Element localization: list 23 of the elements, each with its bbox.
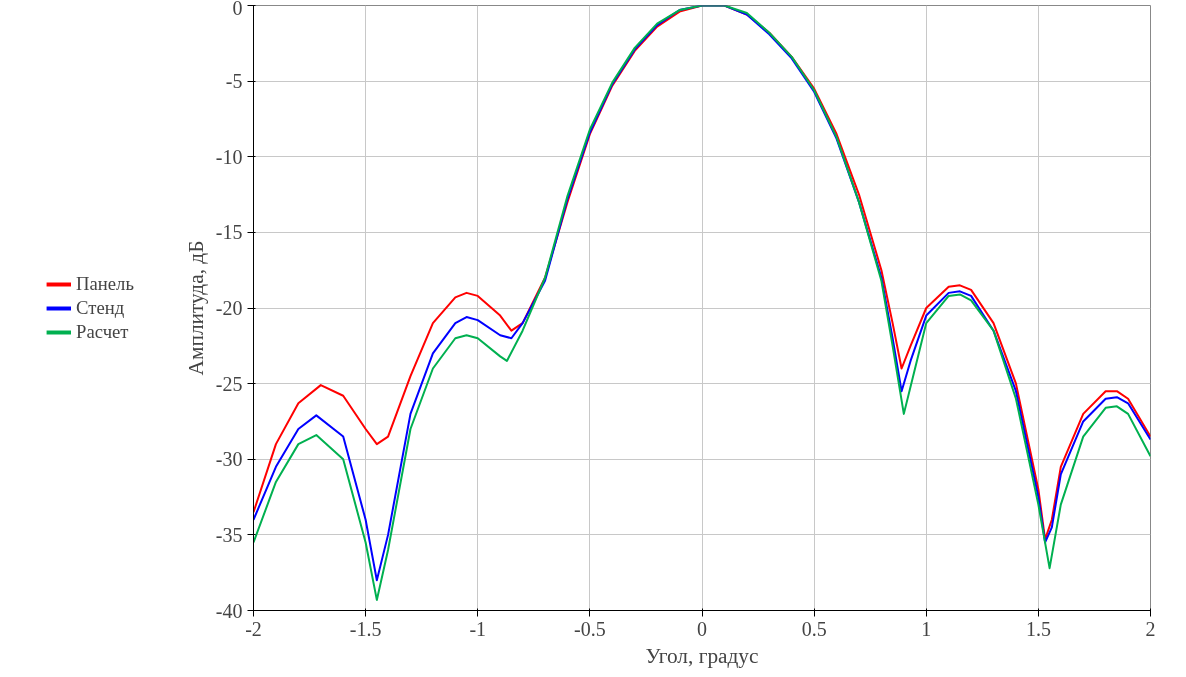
x-tick-label: 2 [1145,617,1156,640]
y-tick-label: -25 [215,372,243,395]
y-tick-label: -15 [215,221,243,244]
x-tick-label: 1 [921,617,932,640]
x-axis-title: Угол, градус [645,643,759,668]
y-tick-label: -35 [215,523,243,546]
x-tick-label: 0.5 [801,617,827,640]
legend-label: Расчет [76,320,129,343]
y-axis-title: Амплитуда, дБ [183,240,208,376]
x-tick-label: 1.5 [1025,617,1051,640]
x-tick-label: -2 [245,617,262,640]
y-tick-label: -30 [215,448,243,471]
x-tick-label: 0 [697,617,707,640]
y-tick-label: -10 [215,145,243,168]
y-tick-label: -40 [215,599,243,622]
y-tick-label: 0 [232,0,243,19]
x-tick-label: -0.5 [574,617,606,640]
y-tick-label: -5 [225,70,243,93]
legend-label: Панель [76,272,134,295]
legend-label: Стенд [76,296,125,319]
y-tick-label: -20 [215,297,243,319]
x-tick-label: -1.5 [349,617,382,640]
x-tick-label: -1 [469,617,487,640]
